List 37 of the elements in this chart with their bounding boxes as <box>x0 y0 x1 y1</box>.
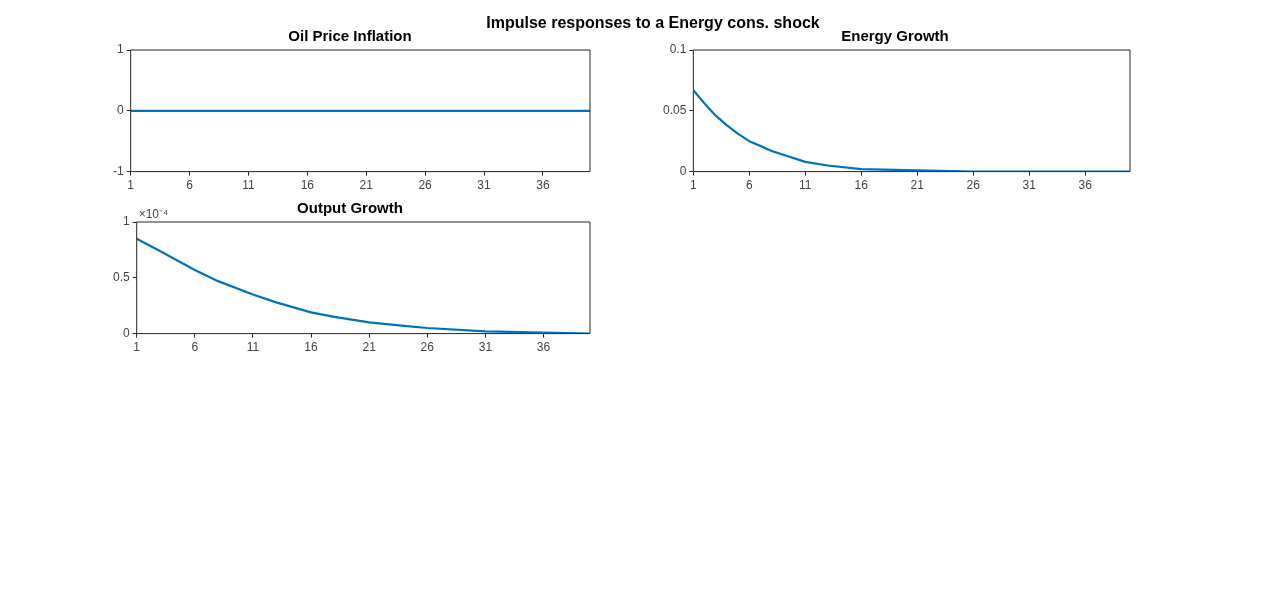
text: ×10⁻⁴ <box>138 207 169 222</box>
text: Impulse responses to a Energy cons. shock <box>486 14 820 31</box>
x-tick-label: 36 <box>1078 178 1093 193</box>
x-tick-label: 6 <box>186 178 194 193</box>
x-tick-label: 11 <box>246 340 260 355</box>
x-tick-label: 21 <box>362 340 377 355</box>
x-tick-label: 36 <box>536 178 550 193</box>
x-tick-label: 21 <box>910 178 925 193</box>
y-tick-label: 0 <box>116 103 124 118</box>
chart-title: Energy Growth <box>841 27 949 45</box>
x-tick-label: 16 <box>300 178 315 193</box>
x-tick-label: 31 <box>477 178 491 193</box>
x-tick-label: 6 <box>745 178 753 193</box>
x-tick-label: 26 <box>966 178 981 193</box>
chart-title: Output Growth <box>297 199 403 217</box>
chart-subtitle: Oil Price Inflation <box>288 27 412 45</box>
x-tick-label: 16 <box>854 178 869 193</box>
x-tick-label: 6 <box>191 340 199 355</box>
x-tick-label: 21 <box>359 178 374 193</box>
y-tick-label: 0.5 <box>112 270 130 285</box>
x-tick-label: 11 <box>799 178 812 193</box>
y-tick-label: -1 <box>113 163 124 178</box>
y-tick-label: 0 <box>122 325 130 340</box>
x-tick-label: 11 <box>242 178 255 193</box>
x-tick-label: 26 <box>418 178 433 193</box>
y-tick-label: 0 <box>679 163 687 178</box>
x-tick-label: 1 <box>690 178 698 193</box>
x-tick-label: 26 <box>420 340 435 355</box>
y-tick-label: 0.1 <box>669 42 687 57</box>
y-tick-label: 1 <box>116 42 124 57</box>
y-tick-label: 0.05 <box>663 103 687 118</box>
x-tick-label: 1 <box>133 340 141 355</box>
x-tick-label: 31 <box>478 340 493 355</box>
y-tick-label: 1 <box>122 214 130 229</box>
x-tick-label: 31 <box>1022 178 1037 193</box>
x-tick-label: 36 <box>536 340 551 355</box>
x-tick-label: 16 <box>304 340 319 355</box>
